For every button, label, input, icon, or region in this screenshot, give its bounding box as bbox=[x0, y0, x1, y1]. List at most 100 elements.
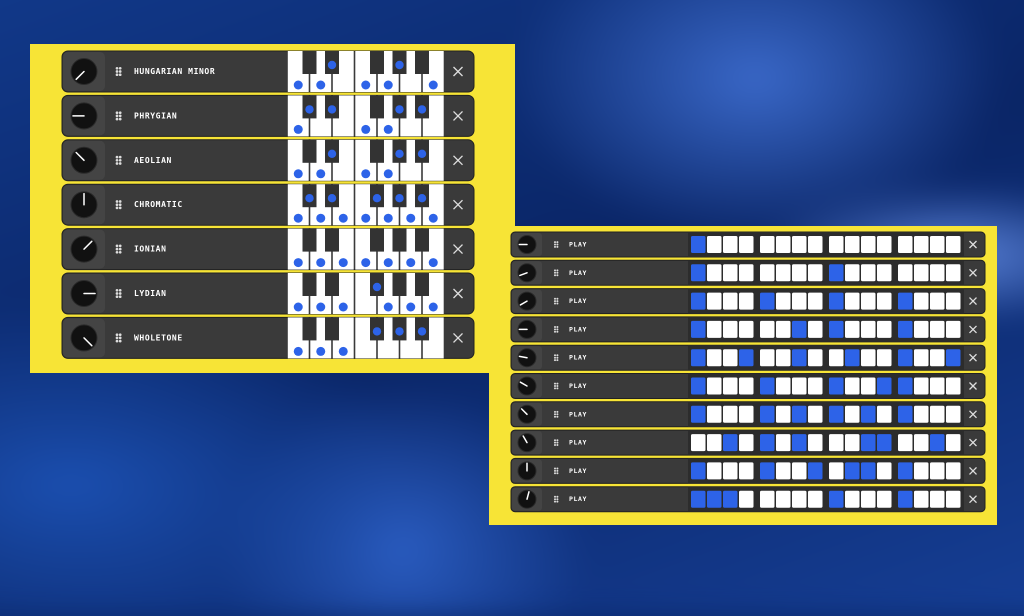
drag-handle-dot[interactable] bbox=[553, 443, 557, 447]
black-key[interactable] bbox=[302, 51, 317, 74]
step[interactable] bbox=[861, 349, 876, 367]
step[interactable] bbox=[829, 349, 844, 367]
drag-handle-dot[interactable] bbox=[115, 70, 119, 73]
drag-handle-dot[interactable] bbox=[556, 498, 559, 501]
step[interactable] bbox=[707, 264, 722, 282]
step[interactable] bbox=[707, 349, 722, 367]
step[interactable] bbox=[930, 292, 945, 310]
drag-handle-dot[interactable] bbox=[553, 415, 557, 418]
close-icon[interactable] bbox=[969, 353, 977, 362]
drag-handle-dot[interactable] bbox=[556, 271, 559, 274]
step[interactable] bbox=[946, 264, 961, 282]
step[interactable] bbox=[691, 377, 706, 395]
step[interactable] bbox=[877, 405, 892, 423]
step[interactable] bbox=[930, 349, 945, 367]
drag-handle-dot[interactable] bbox=[553, 269, 557, 272]
step[interactable] bbox=[776, 377, 791, 395]
close-icon[interactable] bbox=[969, 325, 977, 334]
step[interactable] bbox=[808, 490, 823, 508]
drag-handle-dot[interactable] bbox=[118, 244, 122, 248]
step[interactable] bbox=[914, 377, 929, 395]
step[interactable] bbox=[808, 349, 823, 367]
drag-handle-dot[interactable] bbox=[553, 384, 557, 388]
step[interactable] bbox=[760, 434, 775, 452]
step[interactable] bbox=[845, 490, 860, 508]
step[interactable] bbox=[739, 320, 754, 338]
step[interactable] bbox=[808, 236, 823, 253]
drag-handle-dot[interactable] bbox=[115, 333, 119, 337]
drag-handle-dot[interactable] bbox=[553, 245, 557, 248]
drag-handle-dot[interactable] bbox=[556, 495, 559, 498]
drag-handle-dot[interactable] bbox=[118, 70, 122, 73]
drag-handle-dot[interactable] bbox=[115, 155, 119, 159]
step[interactable] bbox=[861, 490, 876, 508]
step[interactable] bbox=[776, 490, 791, 508]
step[interactable] bbox=[861, 292, 876, 310]
drag-handle-dot[interactable] bbox=[553, 382, 557, 385]
step[interactable] bbox=[776, 434, 791, 452]
step[interactable] bbox=[707, 236, 722, 253]
step[interactable] bbox=[877, 236, 892, 253]
step[interactable] bbox=[808, 377, 823, 395]
drag-handle-dot[interactable] bbox=[118, 247, 122, 251]
black-key[interactable] bbox=[370, 228, 384, 252]
step[interactable] bbox=[723, 236, 738, 253]
step[interactable] bbox=[691, 264, 706, 282]
drag-handle-dot[interactable] bbox=[118, 114, 122, 118]
drag-handle-dot[interactable] bbox=[556, 413, 559, 416]
drag-handle-dot[interactable] bbox=[115, 200, 119, 203]
black-key[interactable] bbox=[415, 51, 429, 74]
step[interactable] bbox=[792, 490, 807, 508]
step[interactable] bbox=[739, 349, 754, 367]
step[interactable] bbox=[914, 349, 929, 367]
drag-handle-dot[interactable] bbox=[556, 467, 559, 470]
drag-handle-dot[interactable] bbox=[556, 415, 559, 418]
drag-handle-dot[interactable] bbox=[553, 297, 557, 300]
step[interactable] bbox=[723, 264, 738, 282]
drag-handle-dot[interactable] bbox=[115, 206, 119, 210]
step[interactable] bbox=[707, 377, 722, 395]
step[interactable] bbox=[760, 236, 775, 253]
close-icon[interactable] bbox=[969, 410, 977, 419]
drag-handle-dot[interactable] bbox=[118, 333, 122, 337]
step[interactable] bbox=[845, 236, 860, 253]
drag-handle-dot[interactable] bbox=[556, 330, 559, 333]
step[interactable] bbox=[829, 434, 844, 452]
drag-handle-dot[interactable] bbox=[556, 241, 559, 244]
drag-handle-dot[interactable] bbox=[115, 117, 119, 121]
step[interactable] bbox=[776, 349, 791, 367]
step[interactable] bbox=[808, 292, 823, 310]
step[interactable] bbox=[792, 264, 807, 282]
drag-handle-dot[interactable] bbox=[115, 73, 119, 77]
close-icon[interactable] bbox=[453, 244, 463, 255]
step[interactable] bbox=[946, 292, 961, 310]
drag-handle-dot[interactable] bbox=[556, 384, 559, 388]
drag-handle-dot[interactable] bbox=[556, 245, 559, 248]
step[interactable] bbox=[707, 434, 722, 452]
step[interactable] bbox=[877, 434, 892, 452]
step[interactable] bbox=[739, 490, 754, 508]
step[interactable] bbox=[946, 434, 961, 452]
drag-handle-dot[interactable] bbox=[118, 66, 122, 70]
close-icon[interactable] bbox=[453, 155, 463, 166]
step[interactable] bbox=[739, 236, 754, 253]
black-key[interactable] bbox=[325, 273, 339, 296]
drag-handle-dot[interactable] bbox=[553, 495, 557, 498]
step[interactable] bbox=[898, 349, 913, 367]
step[interactable] bbox=[946, 349, 961, 367]
step[interactable] bbox=[776, 236, 791, 253]
step[interactable] bbox=[898, 434, 913, 452]
step[interactable] bbox=[946, 405, 961, 423]
close-icon[interactable] bbox=[453, 199, 463, 210]
drag-handle-dot[interactable] bbox=[553, 274, 557, 277]
close-icon[interactable] bbox=[969, 382, 977, 390]
drag-handle-dot[interactable] bbox=[556, 410, 559, 413]
drag-handle-dot[interactable] bbox=[553, 356, 557, 359]
drag-handle-dot[interactable] bbox=[556, 359, 559, 362]
step[interactable] bbox=[723, 405, 738, 423]
step[interactable] bbox=[898, 264, 913, 282]
step[interactable] bbox=[707, 405, 722, 423]
drag-handle-dot[interactable] bbox=[556, 356, 559, 359]
close-icon[interactable] bbox=[969, 297, 977, 306]
step[interactable] bbox=[739, 377, 754, 395]
